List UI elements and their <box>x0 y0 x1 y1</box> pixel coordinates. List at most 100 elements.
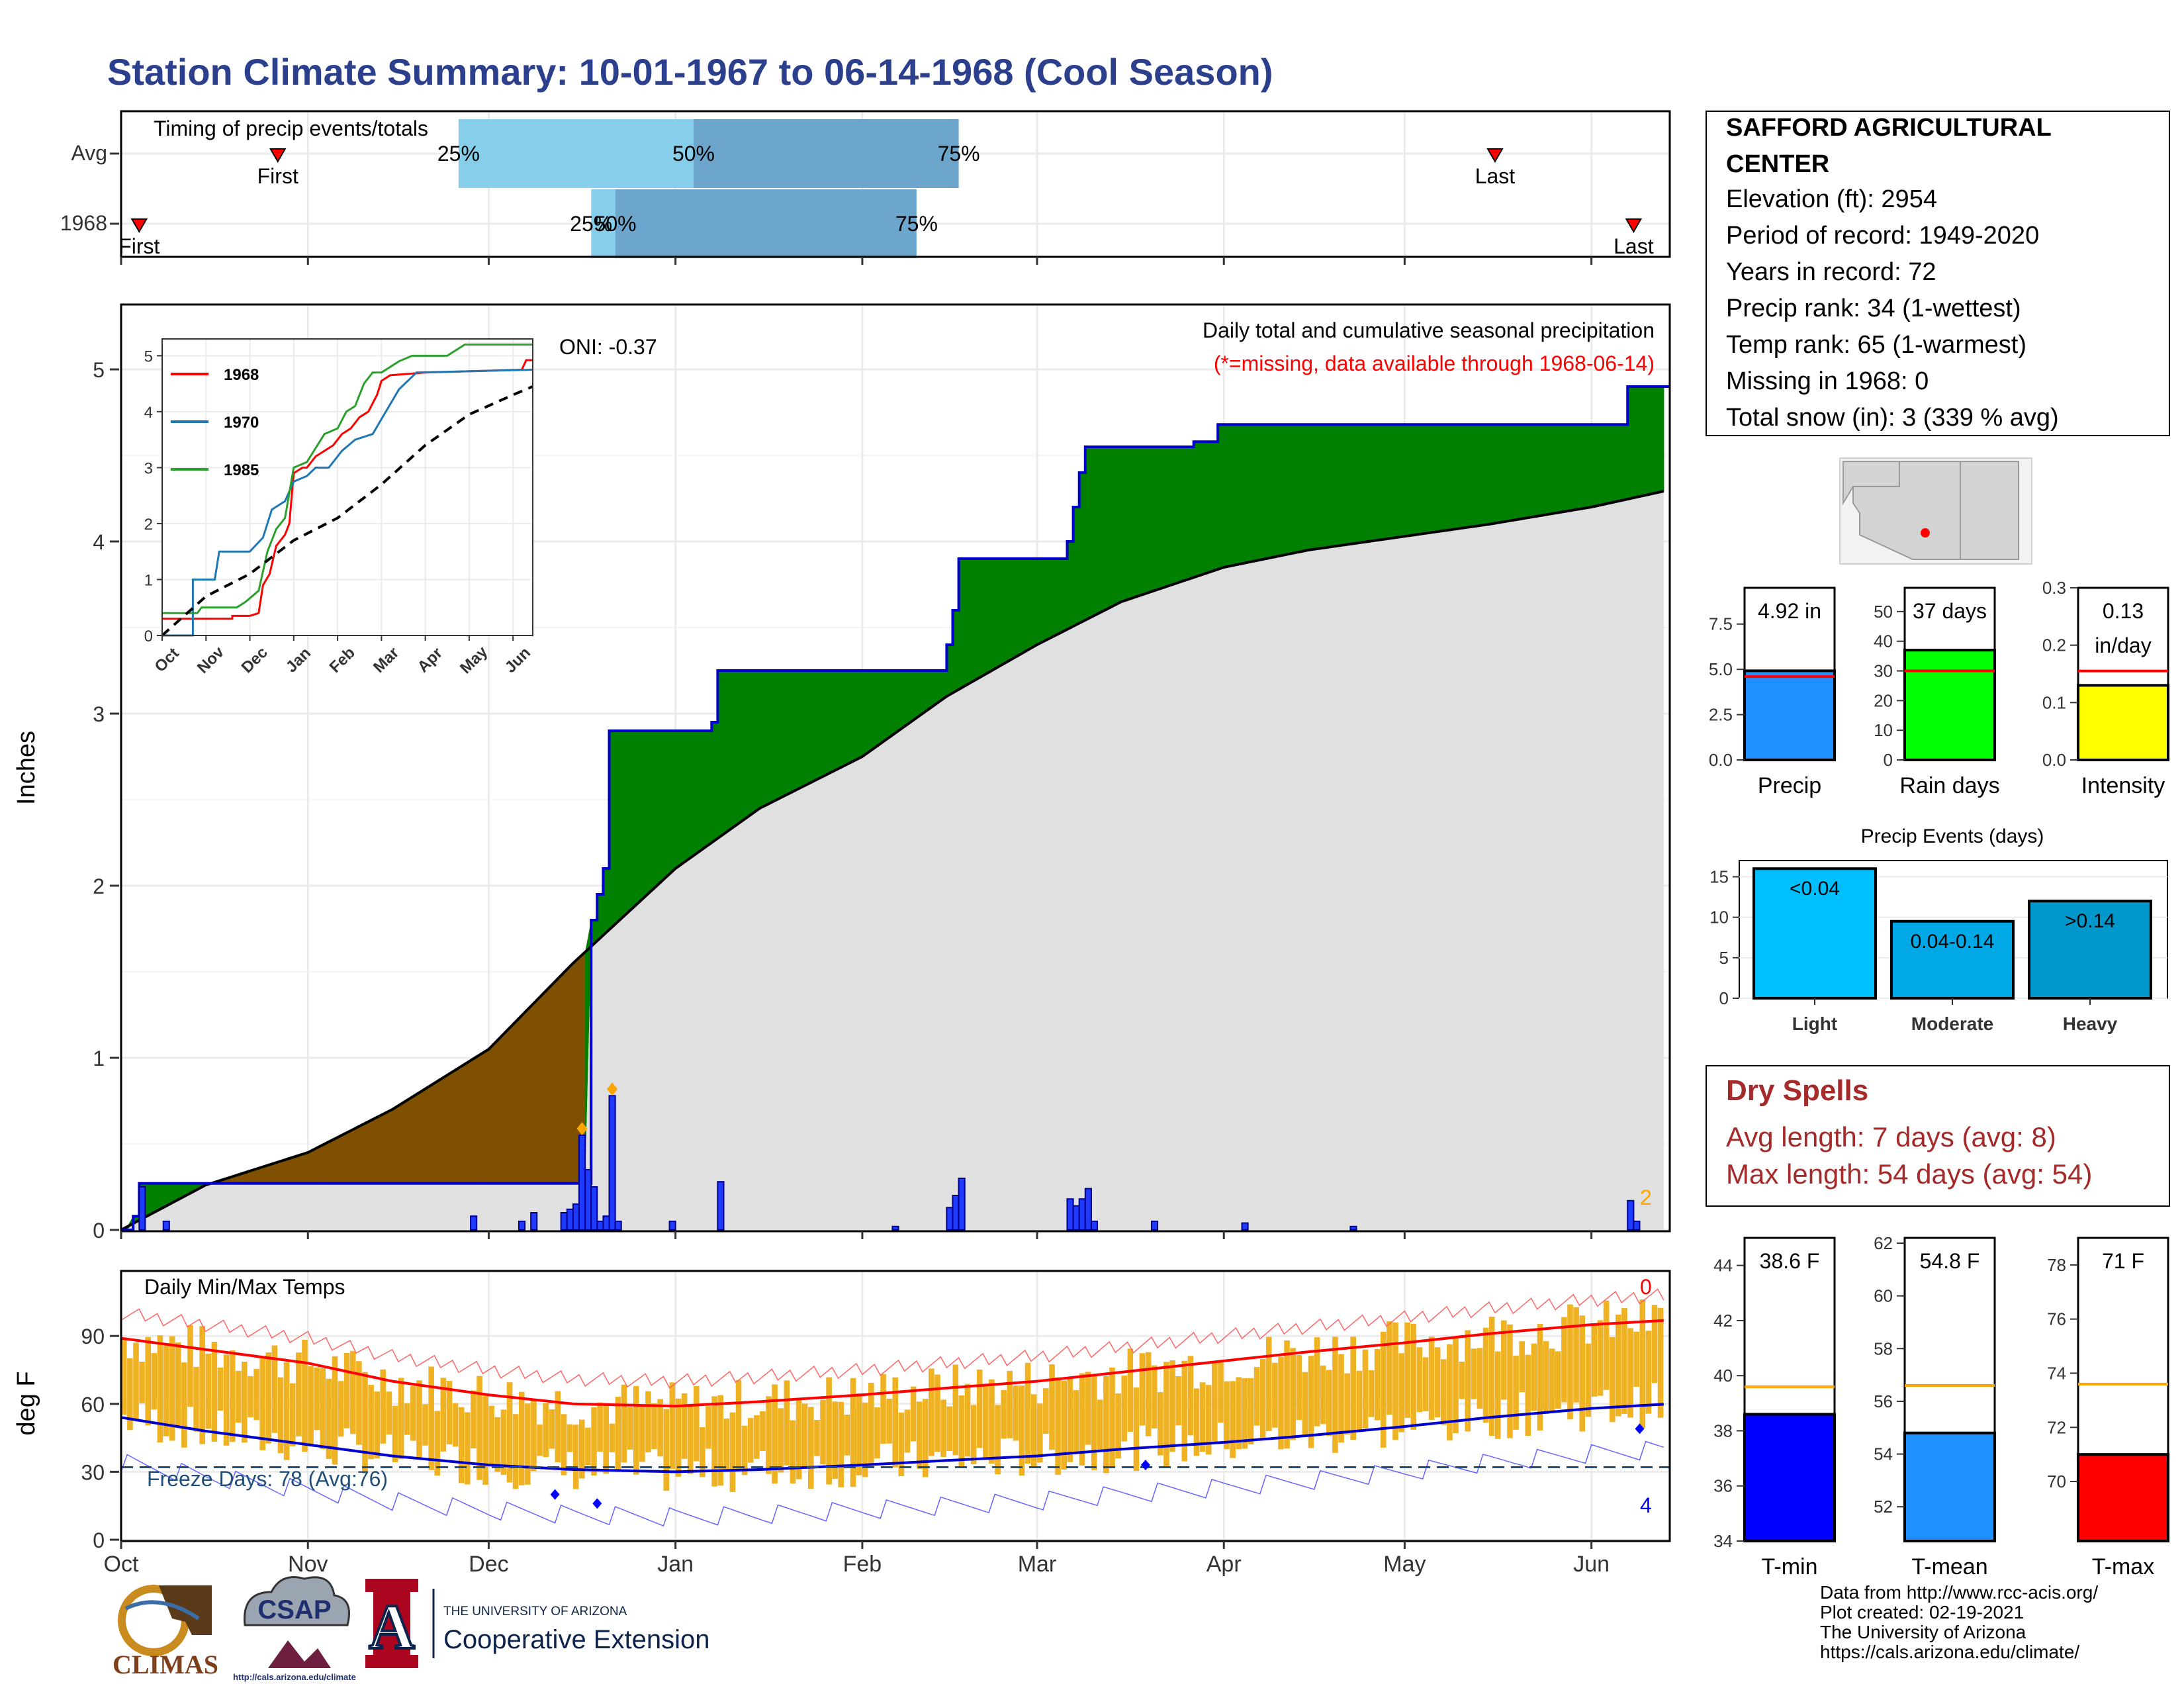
daily-temp-bar <box>500 1409 507 1476</box>
surplus-segment <box>916 670 923 719</box>
daily-temp-bar <box>1404 1322 1410 1418</box>
daily-temp-bar <box>380 1369 387 1444</box>
deficit-segment <box>392 1105 399 1184</box>
daily-temp-bar <box>591 1407 597 1476</box>
daily-temp-bar <box>133 1342 139 1419</box>
surplus-segment <box>741 670 749 822</box>
surplus-segment <box>1302 424 1309 552</box>
events-bar-label-heavy: >0.14 <box>2065 910 2115 932</box>
timing-first-label: First <box>118 234 159 258</box>
daily-temp-bar <box>1597 1320 1604 1396</box>
inset-line-1968 <box>162 359 533 620</box>
surplus-segment <box>1000 558 1007 667</box>
daily-temp-bar <box>1097 1399 1103 1452</box>
surplus-segment <box>1422 424 1430 534</box>
station-name-line2: CENTER <box>1726 150 1829 178</box>
observed-cumulative-line <box>121 385 1670 1231</box>
surplus-segment <box>675 730 682 869</box>
avg-cumulative-line <box>120 490 1664 1231</box>
precip-ytick-label: 1 <box>93 1047 105 1070</box>
daily-temp-bar <box>1519 1341 1525 1393</box>
surplus-segment <box>639 730 646 903</box>
deficit-segment <box>307 1149 314 1184</box>
surplus-segment <box>1603 424 1610 505</box>
surplus-segment <box>1217 424 1224 570</box>
deficit-segment <box>488 1042 496 1184</box>
daily-temp-bar <box>1543 1341 1549 1414</box>
deficit-segment <box>319 1143 327 1184</box>
surplus-segment <box>723 670 731 835</box>
daily-temp-bar <box>181 1362 187 1448</box>
daily-temp-bar <box>615 1397 621 1471</box>
daily-temp-bar <box>1332 1336 1338 1453</box>
surplus-segment <box>1609 424 1616 504</box>
footer-credits: Data from http://www.rcc-acis.org/ Plot … <box>1820 1582 2098 1662</box>
csap-cloud-icon <box>244 1576 350 1626</box>
daily-temp-bar <box>1603 1300 1610 1390</box>
daily-temp-bar <box>1019 1385 1025 1476</box>
daily-temp-bar <box>1410 1323 1417 1430</box>
daily-temp-bar <box>627 1407 633 1450</box>
daily-temp-bar <box>1561 1317 1567 1403</box>
map-new-mexico <box>1960 461 2019 560</box>
surplus-segment <box>1091 446 1098 618</box>
precip-events-chart: Precip Events (days) 0 5 10 15 <0.04 Light 0.0… <box>1709 825 2168 1034</box>
daily-temp-bar <box>1471 1348 1477 1399</box>
surplus-segment <box>693 730 700 857</box>
daily-temp-bar <box>271 1345 278 1433</box>
deficit-segment <box>367 1118 375 1184</box>
surplus-segment <box>1187 446 1195 581</box>
daily-temp-bar <box>145 1336 152 1426</box>
surplus-segment <box>825 670 833 776</box>
daily-temp-bar <box>410 1385 416 1441</box>
surplus-segment <box>1248 424 1255 563</box>
mini-ytick-label: 0.0 <box>1709 750 1733 770</box>
daily-temp-bar <box>1296 1355 1302 1421</box>
daily-temp-bar <box>639 1405 645 1462</box>
surplus-segment <box>1410 424 1418 536</box>
daily-temp-bar <box>807 1407 814 1489</box>
surplus-segment <box>1283 424 1291 556</box>
dry-spells-max: Max length: 54 days (avg: 54) <box>1726 1158 2092 1190</box>
daily-temp-bar <box>223 1354 230 1446</box>
daily-temp-bar <box>440 1378 447 1452</box>
daily-temp-bar <box>723 1418 730 1470</box>
surplus-segment <box>1048 558 1056 639</box>
daily-temp-bar <box>820 1399 826 1465</box>
surplus-segment <box>1120 446 1128 602</box>
station-years: Years in record: 72 <box>1726 258 1936 286</box>
surplus-segment <box>994 558 1001 670</box>
surplus-segment <box>1621 424 1628 501</box>
mini-ytick-label: 76 <box>2047 1309 2066 1329</box>
deficit-segment <box>440 1074 447 1184</box>
daily-temp-bar <box>609 1423 615 1452</box>
mini-value-label-season-precip: 4.92 in <box>1758 599 1821 623</box>
daily-temp-bar <box>838 1401 844 1487</box>
month-label-may: May <box>1383 1552 1426 1577</box>
station-elevation: Elevation (ft): 2954 <box>1726 185 1937 213</box>
surplus-segment <box>801 670 809 788</box>
surplus-segment <box>1133 446 1140 598</box>
daily-temp-bar <box>1531 1343 1537 1411</box>
record-marker <box>607 1082 618 1096</box>
daily-temp-bar <box>175 1342 181 1427</box>
surplus-segment <box>1615 424 1622 502</box>
daily-temp-bar <box>778 1408 784 1473</box>
month-label-nov: Nov <box>288 1552 328 1577</box>
deficit-segment <box>416 1090 423 1184</box>
inset-ytick-label: 1 <box>144 571 153 589</box>
daily-temp-bar <box>754 1415 760 1459</box>
daily-temp-bar <box>717 1395 724 1486</box>
deficit-segment <box>349 1127 357 1184</box>
daily-temp-bar <box>1627 1328 1633 1418</box>
mini-ytick-label: 38 <box>1713 1421 1733 1440</box>
daily-temp-bar <box>1368 1370 1375 1417</box>
daily-temp-bar <box>1284 1340 1290 1449</box>
surplus-segment <box>1494 424 1502 524</box>
daily-temp-bar <box>1416 1347 1423 1413</box>
precip-ytick-label: 2 <box>93 874 105 898</box>
deficit-segment <box>386 1109 393 1184</box>
inset-ytick-label: 0 <box>144 628 153 645</box>
daily-precip-bar <box>614 1221 622 1231</box>
